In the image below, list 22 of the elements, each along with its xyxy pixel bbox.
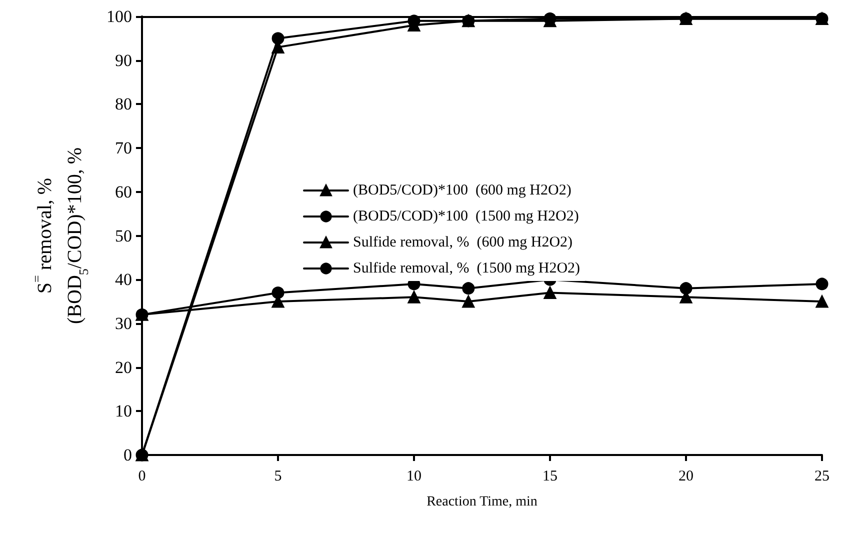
- x-tick-label: 5: [274, 468, 282, 484]
- y-tick-label: 10: [115, 402, 132, 421]
- y-tick-label: 30: [115, 314, 132, 333]
- y-tick-label: 20: [115, 358, 132, 377]
- y-tick-label: 90: [115, 50, 132, 70]
- y-tick-label: 70: [115, 138, 132, 158]
- legend-label: (BOD5/COD)*100 (1500 mg H2O2): [353, 208, 579, 224]
- x-tick-label: 10: [406, 468, 422, 484]
- x-tick-label: 0: [138, 468, 146, 484]
- y-tick-label: 100: [106, 7, 132, 26]
- legend-label: Sulfide removal, % (1500 mg H2O2): [353, 260, 580, 276]
- x-axis-title: Reaction Time, min: [426, 494, 538, 510]
- y-tick-label: 80: [115, 94, 132, 114]
- y-tick-label: 50: [115, 226, 132, 246]
- legend-label: Sulfide removal, % (600 mg H2O2): [353, 234, 573, 250]
- y-tick-label: 60: [115, 182, 132, 202]
- y-tick-label: 40: [115, 270, 132, 290]
- y-tick-label: 0: [124, 446, 132, 464]
- legend-label: (BOD5/COD)*100 (600 mg H2O2): [353, 182, 572, 198]
- x-tick-label: 25: [814, 468, 830, 484]
- x-tick-label: 15: [542, 468, 558, 484]
- x-tick-label: 20: [678, 468, 694, 484]
